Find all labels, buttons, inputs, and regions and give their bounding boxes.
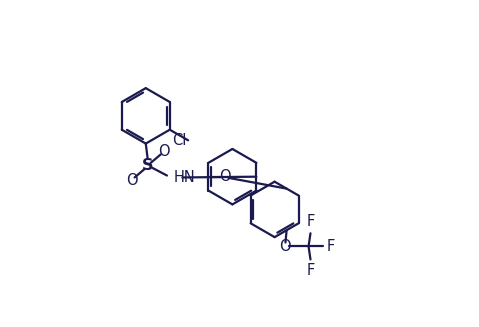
Text: O: O (125, 173, 137, 188)
Text: O: O (279, 239, 290, 254)
Text: F: F (307, 263, 315, 278)
Text: Cl: Cl (172, 133, 187, 148)
Text: S: S (142, 158, 153, 173)
Text: O: O (219, 169, 230, 184)
Text: F: F (327, 239, 335, 254)
Text: O: O (158, 144, 170, 159)
Text: HN: HN (174, 170, 195, 185)
Text: F: F (307, 215, 315, 230)
